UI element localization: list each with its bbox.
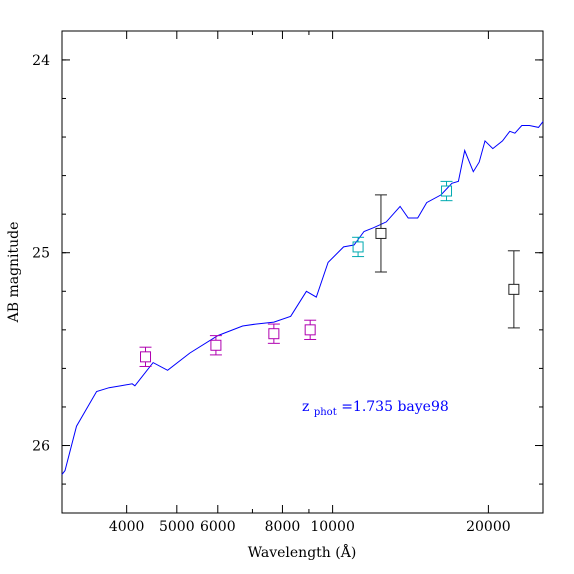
- plot-marks: [61, 121, 544, 475]
- redshift-annotation-prefix: z: [302, 399, 309, 415]
- photometry-point: [507, 250, 520, 329]
- y-tick-label: 26: [32, 439, 50, 455]
- photometry-point: [374, 194, 387, 273]
- data-marker-square: [508, 283, 520, 295]
- data-marker-square: [140, 351, 152, 363]
- photometry-point: [267, 323, 280, 344]
- plot-axes: 4000 5000 6000 8000 10000 20000 24 25 26: [32, 31, 543, 535]
- x-axis-label: Wavelength (Å): [248, 543, 357, 561]
- model-sed-line: [61, 121, 544, 475]
- plot-frame: [61, 30, 544, 514]
- redshift-annotation: z phot =1.735 baye98: [302, 399, 449, 419]
- photometry-point: [304, 319, 317, 340]
- x-tick-label: 10000: [310, 519, 355, 535]
- data-marker-square: [210, 339, 222, 351]
- data-marker-square: [375, 227, 387, 239]
- y-axis-label: AB magnitude: [6, 222, 22, 324]
- y-tick-label: 25: [32, 246, 50, 262]
- photometry-point: [352, 236, 365, 258]
- x-tick-label: 4000: [109, 519, 145, 535]
- data-marker-square: [304, 324, 316, 336]
- x-tick-label: 5000: [159, 519, 195, 535]
- redshift-annotation-text: =1.735 baye98: [341, 399, 449, 415]
- data-marker-square: [268, 328, 280, 340]
- x-tick-label: 8000: [265, 519, 301, 535]
- photometry-point: [209, 335, 222, 356]
- photometry-point: [440, 180, 453, 202]
- x-tick-label: 20000: [466, 519, 511, 535]
- photometry-point: [139, 346, 152, 367]
- x-tick-label: 6000: [200, 519, 236, 535]
- redshift-annotation-subscript: phot: [314, 407, 337, 418]
- data-marker-square: [441, 185, 453, 197]
- y-tick-label: 24: [32, 53, 50, 69]
- data-marker-square: [352, 241, 364, 253]
